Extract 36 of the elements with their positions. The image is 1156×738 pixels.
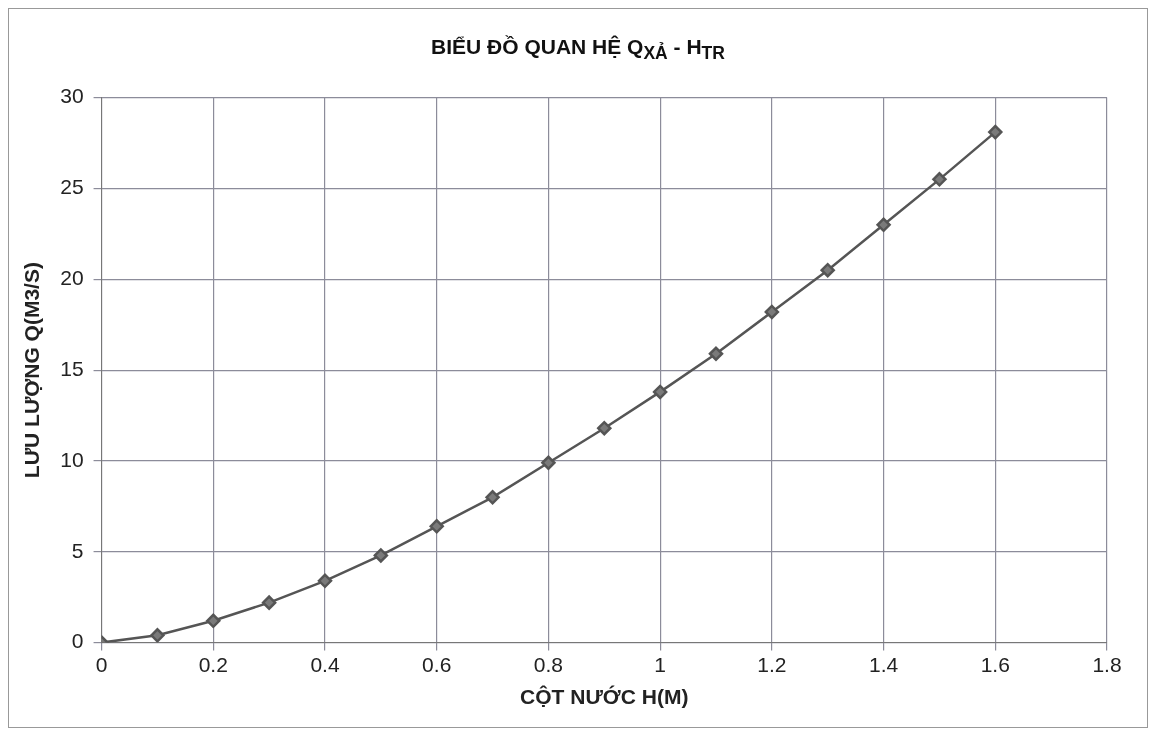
- point: [206, 613, 221, 629]
- x-tick-label: 1.2: [757, 653, 787, 676]
- chart-title: BIỂU ĐỒ QUAN HỆ Q$_{XẢ}$ - H$_{TR}$: [430, 34, 726, 66]
- y-tick-label: 30: [60, 84, 84, 108]
- y-tick-label: 20: [60, 266, 84, 290]
- point: [373, 548, 389, 563]
- y-axis-title: LƯU LƯỢNG Q(M3/S): [20, 262, 44, 479]
- x-tick-label: 0: [95, 653, 108, 676]
- y-tick-label: 0: [71, 629, 84, 653]
- x-tick-label: 0.8: [533, 653, 564, 676]
- point: [932, 172, 947, 187]
- point: [876, 217, 891, 233]
- point: [261, 595, 277, 610]
- x-tick-label: 1.4: [868, 653, 899, 676]
- point: [652, 384, 668, 400]
- x-tick-label: 0.6: [422, 653, 452, 676]
- point: [820, 262, 835, 278]
- point: [485, 490, 500, 505]
- x-axis-title: CỘT NƯỚC H(M): [520, 685, 689, 709]
- x-tick-label: 0.2: [198, 653, 228, 676]
- point: [708, 346, 724, 361]
- point: [764, 304, 780, 320]
- point: [988, 124, 1003, 140]
- y-tick-label: 5: [71, 538, 84, 562]
- point: [597, 420, 612, 436]
- x-tick-label: 1.8: [1092, 653, 1122, 676]
- x-tick-label: 0.4: [310, 653, 340, 676]
- point: [541, 455, 556, 470]
- y-tick-label: 15: [60, 356, 84, 380]
- x-tick-label: 1: [654, 653, 666, 676]
- y-tick-label: 10: [60, 447, 84, 471]
- x-tick-label: 1.6: [980, 653, 1010, 676]
- point: [317, 573, 333, 589]
- point: [150, 628, 165, 643]
- point: [429, 519, 444, 534]
- y-tick-label: 25: [60, 175, 84, 199]
